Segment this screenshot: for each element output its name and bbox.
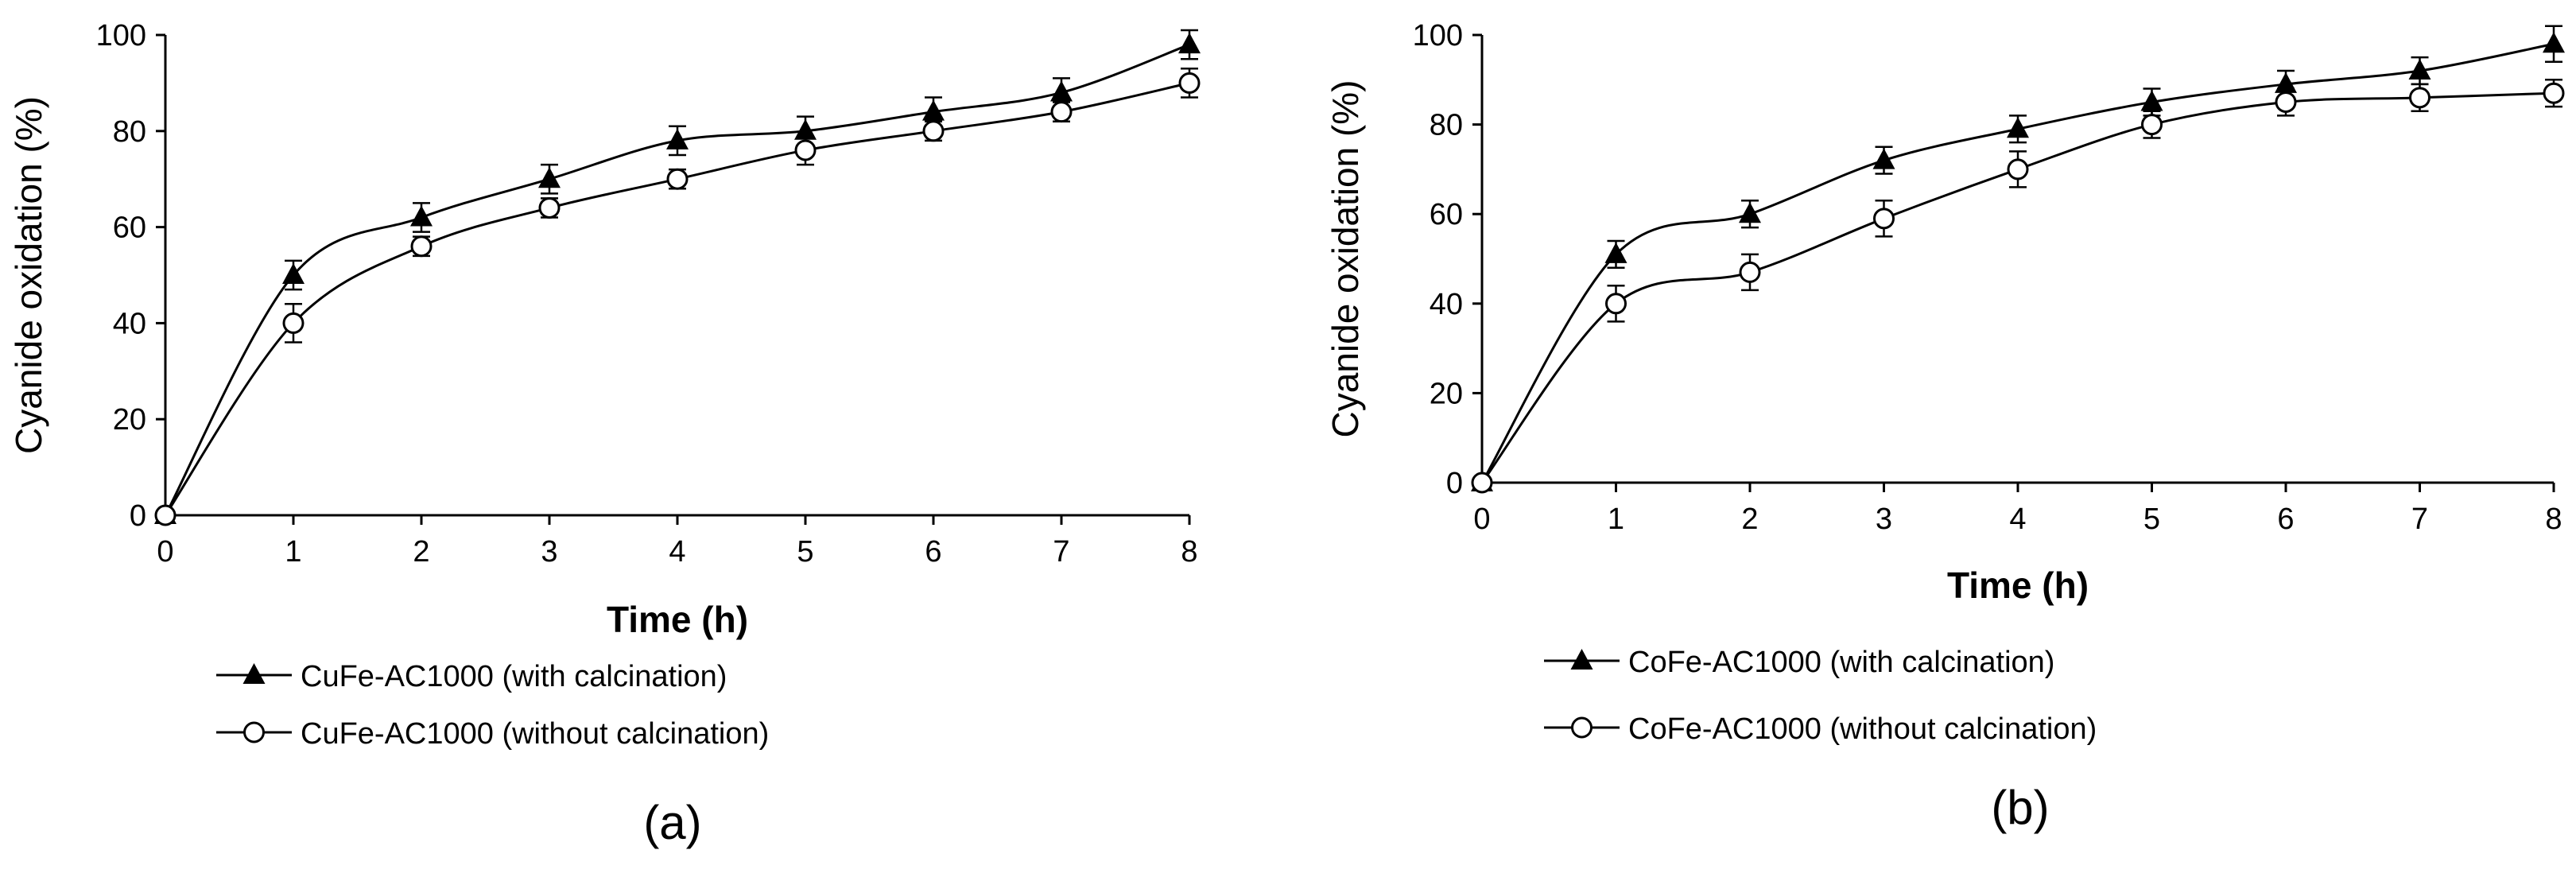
- x-tick-label: 3: [541, 535, 557, 569]
- data-point-circle: [410, 235, 433, 258]
- data-point-circle: [1605, 293, 1627, 315]
- y-tick-label: 20: [113, 403, 146, 437]
- series-line: [1480, 91, 2555, 483]
- data-point-circle: [282, 312, 305, 334]
- data-point-triangle: [1050, 80, 1073, 102]
- data-point-circle: [154, 504, 177, 526]
- x-tick-label: 3: [1876, 503, 1892, 536]
- data-point-circle: [2409, 87, 2431, 109]
- y-tick-label: 80: [113, 115, 146, 149]
- x-tick-label: 8: [1181, 535, 1197, 569]
- series-with-calcination: [154, 29, 1201, 524]
- x-tick-label: 8: [2545, 503, 2562, 536]
- x-tick-label: 7: [2411, 503, 2428, 536]
- data-point-triangle: [666, 128, 689, 149]
- panel-label: (a): [643, 796, 701, 849]
- x-tick-label: 4: [2009, 503, 2026, 536]
- data-point-triangle: [922, 99, 945, 121]
- legend-entry: CuFe-AC1000 (with calcination): [216, 660, 727, 693]
- x-tick-label: 6: [925, 535, 941, 569]
- data-point-triangle: [2408, 59, 2431, 80]
- data-point-circle: [538, 196, 561, 219]
- data-point-triangle: [1604, 242, 1627, 263]
- data-point-triangle: [410, 205, 433, 227]
- data-point-circle: [666, 168, 689, 190]
- data-point-circle: [1050, 101, 1073, 123]
- legend-label: CuFe-AC1000 (without calcination): [301, 717, 769, 751]
- x-tick-label: 7: [1053, 535, 1069, 569]
- y-tick-label: 0: [1446, 467, 1463, 500]
- data-point-circle: [794, 139, 817, 161]
- y-tick-label: 100: [1413, 19, 1463, 52]
- data-point-triangle: [2007, 117, 2029, 138]
- legend-entry: CoFe-AC1000 (without calcination): [1544, 712, 2097, 746]
- data-point-triangle: [2543, 32, 2565, 53]
- data-point-triangle: [1178, 33, 1201, 54]
- data-point-triangle: [1872, 148, 1895, 169]
- y-tick-label: 60: [113, 212, 146, 245]
- panel-label: (b): [1991, 781, 2049, 834]
- y-axis-label: Cyanide oxidation (%): [1325, 80, 1366, 437]
- y-tick-label: 20: [1430, 377, 1463, 410]
- data-point-circle: [1178, 72, 1201, 94]
- data-point-triangle: [1739, 202, 1761, 223]
- series-without-calcination: [154, 68, 1201, 526]
- y-tick-label: 40: [113, 307, 146, 340]
- x-tick-label: 5: [2143, 503, 2160, 536]
- data-point-triangle: [794, 118, 817, 140]
- y-tick-label: 100: [96, 19, 146, 52]
- data-point-circle: [2543, 82, 2565, 104]
- data-point-triangle: [2140, 90, 2163, 111]
- x-tick-label: 0: [1473, 503, 1490, 536]
- y-axis-label: Cyanide oxidation (%): [8, 96, 49, 454]
- data-point-circle: [1471, 472, 1493, 494]
- x-tick-label: 6: [2277, 503, 2294, 536]
- series-without-calcination: [1471, 79, 2565, 494]
- x-tick-label: 4: [669, 535, 685, 569]
- chart-panel-a: 0 20 40 60 80 100 0 1 2 3 4 5 6 7 8 Time (h) Cyanide oxi…: [8, 19, 1201, 849]
- x-tick-label: 2: [1741, 503, 1758, 536]
- y-tick-label: 80: [1430, 109, 1463, 142]
- x-axis-label: Time (h): [1947, 565, 2089, 606]
- x-tick-label: 5: [797, 535, 813, 569]
- data-point-circle: [1739, 261, 1761, 283]
- legend-marker-circle: [243, 721, 265, 743]
- series-line: [1480, 42, 2555, 483]
- y-tick-label: 0: [130, 499, 146, 533]
- data-point-circle: [2275, 91, 2297, 113]
- x-tick-label: 2: [413, 535, 429, 569]
- x-tick-label: 0: [157, 535, 173, 569]
- x-axis-label: Time (h): [607, 599, 748, 640]
- series-with-calcination: [1471, 25, 2565, 491]
- legend-entry: CoFe-AC1000 (with calcination): [1544, 646, 2054, 679]
- legend-label: CuFe-AC1000 (with calcination): [301, 660, 727, 693]
- data-point-circle: [922, 120, 945, 142]
- legend-marker-circle: [1571, 716, 1593, 739]
- x-tick-label: 1: [285, 535, 301, 569]
- data-point-circle: [2007, 158, 2029, 180]
- data-point-circle: [2141, 114, 2163, 136]
- data-point-circle: [1873, 208, 1895, 230]
- y-tick-label: 40: [1430, 288, 1463, 321]
- legend-entry: CuFe-AC1000 (without calcination): [216, 717, 769, 751]
- legend-label: CoFe-AC1000 (with calcination): [1628, 646, 2054, 679]
- y-tick-label: 60: [1430, 198, 1463, 231]
- legend-marker-triangle: [1570, 649, 1593, 670]
- data-point-triangle: [538, 167, 561, 188]
- legend-label: CoFe-AC1000 (without calcination): [1628, 712, 2097, 746]
- legend-marker-triangle: [242, 663, 266, 684]
- data-point-triangle: [282, 263, 305, 284]
- x-tick-label: 1: [1608, 503, 1624, 536]
- chart-panel-b: 0 20 40 60 80 100 0 1 2 3 4 5 6 7 8 Time (h) Cyanide oxi…: [1325, 19, 2565, 834]
